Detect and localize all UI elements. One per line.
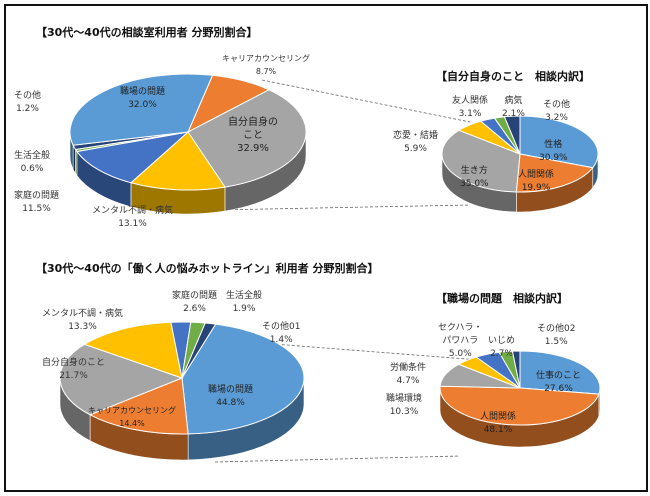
c2-label-way-of-life: 生き方 35.0% [460, 166, 489, 189]
c4-label-bullying: いじめ 2.7% [488, 336, 516, 359]
chart-frame [4, 4, 648, 492]
c4-label-harassment: セクハラ・ パワハラ 5.0% [438, 323, 483, 359]
pie1-slice-1 [187, 89, 307, 188]
chart1-title: 【30代～40代の相談室利用者 分野別割合】 [36, 26, 258, 39]
connector-line-0 [261, 79, 471, 123]
c1-label-career: キャリアカウンセリング 8.7% [222, 54, 310, 76]
chart4-title: 【職場の問題 相談内訳】 [436, 292, 568, 305]
c1-label-other: その他 1.2% [14, 91, 42, 114]
pie3-slice-0 [181, 323, 305, 435]
c2-label-illness: 病気 2.1% [502, 96, 525, 119]
c1-label-workplace: 職場の問題 32.0% [120, 87, 166, 110]
pie3-slice-2 [59, 343, 184, 416]
pie3-slice-3 [83, 321, 183, 379]
c1-label-mental: メンタル不調・病気 13.1% [92, 206, 174, 229]
connector-line-1 [214, 204, 471, 211]
pie4-slice-6 [511, 350, 521, 389]
chart3-title: 【30代～40代の「働く人の悩みホットライン」利用者 分野別割合】 [36, 262, 379, 275]
pie2-slice-1 [515, 153, 594, 193]
c1-label-family: 家庭の問題 11.5% [14, 191, 60, 214]
pie3-slice-6 [181, 322, 217, 379]
c1-label-life: 生活全般 0.6% [14, 151, 51, 174]
pie4-slice-0 [519, 350, 601, 395]
pie2-slice-0 [519, 115, 599, 169]
chart2-title: 【自分自身のこと 相談内訳】 [436, 70, 590, 83]
c2-label-love: 恋愛・結婚 5.9% [393, 131, 439, 154]
c4-label-other: その他02 1.5% [537, 324, 576, 347]
pie1-slice-6 [69, 73, 214, 146]
c4-label-environment: 職場環境 10.3% [386, 394, 423, 417]
pie1-slice-2 [129, 131, 226, 191]
connector-line-3 [214, 455, 461, 463]
c4-label-conditions: 労働条件 4.7% [390, 363, 427, 386]
pie2-slice-6 [503, 115, 521, 155]
c3-label-life: 生活全般 1.9% [226, 291, 263, 314]
c2-label-other: その他 3.2% [543, 100, 571, 123]
c2-label-friends: 友人関係 3.1% [452, 96, 489, 119]
c4-label-work: 仕事のこと 27.6% [536, 371, 582, 394]
pie1-slice-3 [76, 131, 190, 184]
c3-label-career: キャリアカウンセリング 14.4% [88, 406, 176, 428]
pie4-slice-1 [439, 385, 600, 426]
c1-label-self: 自分自身の こと 32.9% [228, 117, 278, 154]
c3-label-family: 家庭の問題 2.6% [172, 291, 218, 314]
c4-label-relations: 人間関係 48.1% [480, 412, 517, 435]
c3-label-self: 自分自身のこと 21.7% [42, 358, 106, 381]
c2-label-personality: 性格 30.9% [539, 140, 568, 163]
c3-label-other: その他01 1.4% [262, 322, 301, 345]
c3-label-mental: メンタル不調・病気 13.3% [42, 309, 124, 332]
c3-label-workplace: 職場の問題 44.8% [208, 385, 254, 408]
pie3-slice-1 [88, 377, 189, 435]
pie2-slice-2 [441, 129, 521, 193]
c2-label-relations: 人間関係 19.9% [518, 170, 555, 193]
